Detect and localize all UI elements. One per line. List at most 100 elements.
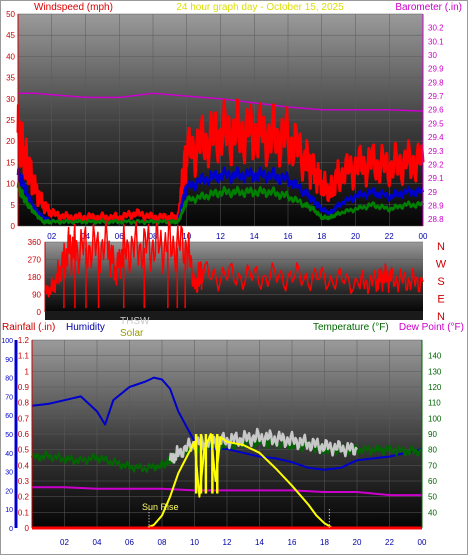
rain-tick-label: 0.2	[18, 493, 30, 502]
wind-x-tick-label: 10	[182, 232, 191, 241]
wind-tick-label: 40	[6, 52, 15, 61]
barometer-axis-title: Barometer (.in)	[395, 2, 462, 13]
temperature-axis-title: Temperature (°F)	[313, 322, 389, 333]
temperature-tick-label: 70	[428, 461, 437, 470]
temperature-tick-label: 130	[428, 367, 442, 376]
solar-line	[145, 433, 334, 529]
wind-x-tick-label: 22	[385, 232, 394, 241]
baro-tick-label: 30.1	[428, 37, 444, 46]
direction-xlabel-band	[45, 312, 423, 320]
temperature-tick-label: 100	[428, 414, 442, 423]
windspeed-axis-title: Windspeed (mph)	[34, 2, 113, 13]
direction-tick-label: 90	[32, 291, 41, 300]
temperature-tick-label: 40	[428, 508, 437, 517]
wind-tick-label: 0	[11, 222, 16, 231]
humidity-tick-label: 90	[5, 357, 13, 364]
wind-tick-label: 20	[6, 137, 15, 146]
temp-x-tick-label: 16	[288, 538, 297, 547]
temp-x-tick-label: 08	[158, 538, 167, 547]
humidity-tick-label: 30	[5, 470, 13, 477]
temperature-tick-label: 50	[428, 493, 437, 502]
humidity-tick-label: 10	[5, 507, 13, 514]
direction-tick-label: 180	[28, 273, 42, 282]
thsw-legend-label: THSW	[120, 316, 150, 327]
gust-line	[16, 98, 425, 224]
temp-x-tick-label: 20	[353, 538, 362, 547]
rain-tick-label: 0	[25, 524, 30, 533]
direction-tick-label: 270	[28, 256, 42, 265]
baro-tick-label: 29	[428, 188, 437, 197]
wind-tick-label: 50	[6, 10, 15, 19]
wind-tick-label: 30	[6, 95, 15, 104]
direction-tick-label: 0	[37, 308, 42, 317]
baro-tick-label: 30	[428, 51, 437, 60]
baro-tick-label: 28.8	[428, 215, 444, 224]
baro-tick-label: 29.6	[428, 106, 444, 115]
compass-label: N	[437, 311, 445, 323]
temperature-tick-label: 90	[428, 430, 437, 439]
baro-tick-label: 29.7	[428, 92, 444, 101]
wind-tick-label: 15	[6, 158, 15, 167]
wind-tick-label: 10	[6, 180, 15, 189]
temp-x-tick-label: 00	[418, 538, 427, 547]
baro-tick-label: 29.2	[428, 160, 444, 169]
humidity-tick-label: 80	[5, 376, 13, 383]
temperature-tick-label: 140	[428, 352, 442, 361]
wind-x-tick-label: 00	[419, 232, 428, 241]
rain-tick-label: 0.3	[18, 477, 30, 486]
wind-x-tick-label: 12	[216, 232, 225, 241]
baro-tick-label: 29.8	[428, 78, 444, 87]
wind-x-tick-label: 18	[317, 232, 326, 241]
wind-x-tick-label: 02	[47, 232, 56, 241]
rainfall-axis-title: Rainfall (.in)	[2, 322, 55, 333]
wind-x-tick-label: 14	[250, 232, 259, 241]
direction-tick-label: 360	[28, 238, 42, 247]
compass-label: S	[437, 276, 444, 288]
humidity-tick-label: 100	[1, 338, 13, 345]
dewpoint-axis-title: Dew Point (°F)	[399, 322, 464, 333]
rain-tick-label: 0.8	[18, 399, 30, 408]
temp-x-tick-label: 12	[223, 538, 232, 547]
dewpoint-line	[32, 486, 422, 497]
rain-tick-label: 1	[25, 367, 30, 376]
baro-tick-label: 30.2	[428, 24, 444, 33]
sunrise-label: Sun Rise	[142, 502, 179, 512]
temp-x-tick-label: 14	[255, 538, 264, 547]
rain-tick-label: 0.6	[18, 430, 30, 439]
rain-tick-label: 1.2	[18, 336, 30, 345]
humidity-tick-label: 70	[5, 394, 13, 401]
humidity-tick-label: 0	[9, 526, 13, 533]
temperature-tick-label: 80	[428, 446, 437, 455]
humidity-tick-label: 40	[5, 451, 13, 458]
humidity-tick-label: 50	[5, 432, 13, 439]
rain-tick-label: 0.7	[18, 414, 30, 423]
solar-legend-label: Solar	[120, 328, 144, 339]
rain-tick-label: 0.4	[18, 461, 30, 470]
humidity-tick-label: 60	[5, 413, 13, 420]
baro-tick-label: 28.9	[428, 201, 444, 210]
date-title: 24 hour graph day - October 15, 2025	[176, 2, 344, 13]
wind-tick-label: 45	[6, 31, 15, 40]
wind-x-tick-label: 16	[284, 232, 293, 241]
rain-tick-label: 1.1	[18, 352, 30, 361]
temp-x-tick-label: 02	[60, 538, 69, 547]
compass-label: E	[437, 294, 444, 306]
temp-x-tick-label: 10	[190, 538, 199, 547]
baro-tick-label: 29.1	[428, 174, 444, 183]
temp-x-tick-label: 06	[125, 538, 134, 547]
temperature-tick-label: 60	[428, 477, 437, 486]
compass-label: N	[437, 241, 445, 253]
average-line	[16, 182, 425, 226]
temp-x-tick-label: 04	[93, 538, 102, 547]
compass-label: W	[436, 259, 447, 271]
temperature-tick-label: 110	[428, 399, 441, 408]
baro-tick-label: 29.4	[428, 133, 444, 142]
humidity-tick-label: 20	[5, 488, 13, 495]
baro-tick-label: 29.3	[428, 147, 444, 156]
temp-x-tick-label: 22	[385, 538, 394, 547]
baro-tick-label: 29.9	[428, 65, 444, 74]
wind-x-tick-label: 06	[115, 232, 124, 241]
baro-tick-label: 29.5	[428, 119, 444, 128]
wind-tick-label: 25	[6, 116, 15, 125]
